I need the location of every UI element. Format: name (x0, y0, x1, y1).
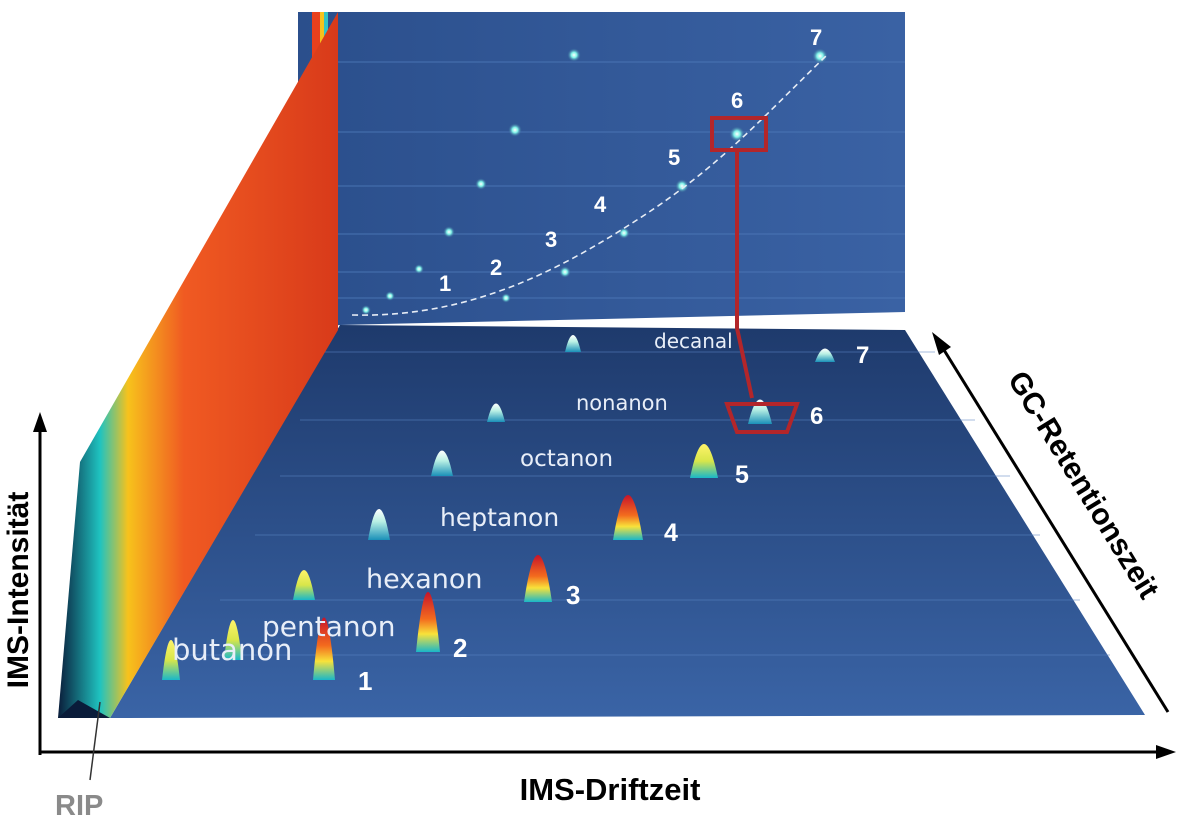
floor-num-1: 1 (358, 666, 372, 696)
wall-num-2: 2 (490, 255, 502, 280)
dimer-peaks (313, 348, 835, 680)
drift-axis-label: IMS-Driftzeit (520, 772, 701, 807)
wall-numbers: 1 2 3 4 5 6 7 (439, 25, 822, 296)
floor-numbers: 7 6 5 4 3 2 1 (358, 342, 869, 696)
wall-num-7: 7 (810, 25, 822, 50)
label-butanon: butanon (172, 633, 292, 667)
wall-num-5: 5 (668, 145, 680, 170)
rip-label: RIP (55, 790, 103, 822)
monomer-peaks (162, 335, 581, 680)
floor-num-3: 3 (566, 580, 580, 610)
label-octanon: octanon (520, 446, 613, 472)
label-nonanon: nonanon (576, 391, 668, 415)
floor-num-2: 2 (453, 633, 467, 663)
intensity-axis-label: IMS-Intensität (2, 492, 35, 689)
highlight-connector (710, 116, 800, 434)
wall-num-6: 6 (731, 88, 743, 113)
label-pentanon: pentanon (262, 610, 396, 643)
wall-num-4: 4 (594, 192, 607, 217)
floor-num-4: 4 (664, 519, 678, 547)
back-wall-projection (298, 12, 905, 330)
floor-num-6: 6 (810, 403, 823, 430)
label-hexanon: hexanon (366, 564, 483, 595)
wall-num-1: 1 (439, 271, 451, 296)
intensity-axis (33, 412, 47, 755)
floor-num-7: 7 (856, 342, 869, 369)
floor-num-5: 5 (735, 461, 749, 489)
drift-axis (40, 745, 1176, 759)
label-heptanon: heptanon (440, 503, 559, 532)
retention-axis (932, 332, 1170, 713)
label-decanal: decanal (654, 329, 733, 353)
rip-pointer (89, 701, 101, 781)
wall-num-3: 3 (545, 227, 557, 252)
compound-labels: decanal nonanon octanon heptanon hexanon… (172, 329, 733, 667)
